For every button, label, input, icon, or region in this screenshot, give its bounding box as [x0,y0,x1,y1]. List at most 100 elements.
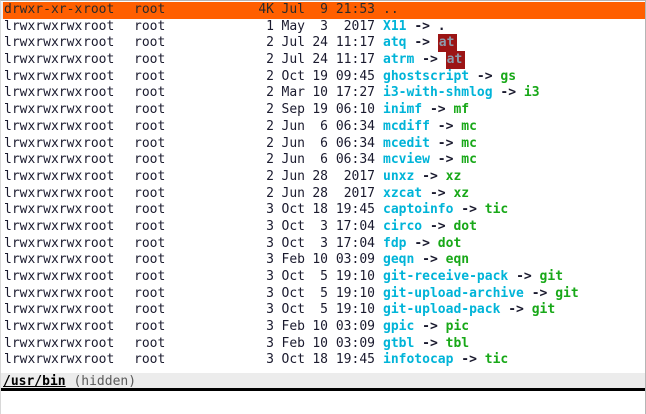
file-name-cell[interactable]: mcedit -> mc [375,136,477,153]
file-row[interactable]: lrwxrwxrwxroot root 2 Jul 24 11:17 atrm -> at [1,51,645,70]
file-name[interactable]: git-receive-pack [383,269,509,284]
file-row[interactable]: lrwxrwxrwxroot root 1 May 3 2017 X11 -> . [1,19,645,36]
symlink-target[interactable]: gs [500,68,517,84]
file-row[interactable]: lrwxrwxrwxroot root 2 Jun 28 2017 xzcat -> xz [1,186,645,203]
file-row[interactable]: lrwxrwxrwxroot root 3 Oct 3 17:04 fdp -> dot [1,236,645,253]
file-name-cell[interactable]: circo -> dot [375,219,477,236]
file-name[interactable]: fdp [383,235,407,251]
symlink-target[interactable]: dot [453,218,477,234]
symlink-target[interactable]: tic [484,202,509,218]
file-owner: root [83,135,115,151]
file-group: root [134,352,166,368]
symlink-target[interactable]: . [437,18,446,34]
file-name-cell[interactable]: fdp -> dot [375,236,461,253]
file-name[interactable]: gtbl [383,335,415,351]
symlink-target[interactable]: git [531,302,556,318]
symlink-arrow-icon: -> [422,335,438,351]
file-name[interactable]: mcedit [383,135,430,151]
file-row[interactable]: lrwxrwxrwxroot root 2 Jun 6 06:34 mcview -> mc [1,152,645,169]
file-row[interactable]: lrwxrwxrwxroot root 2 Jun 6 06:34 mcedit -> mc [1,136,645,153]
file-name[interactable]: circo [383,218,423,234]
file-time: 06:10 [335,102,375,118]
file-row[interactable]: lrwxrwxrwxroot root 2 Sep 19 06:10 inimf -> mf [1,102,645,119]
file-group: root [134,68,166,84]
file-size: 2 [266,35,274,51]
file-row[interactable]: lrwxrwxrwxroot root 2 Oct 19 09:45 ghostscript… [1,69,645,86]
symlink-target[interactable]: tbl [445,335,470,351]
file-row[interactable]: lrwxrwxrwxroot root 3 Oct 18 19:45 infotocap -… [1,352,645,369]
symlink-target[interactable]: mc [461,152,477,168]
file-name-cell[interactable]: xzcat -> xz [375,186,469,203]
file-name[interactable]: infotocap [383,352,454,368]
file-row[interactable]: lrwxrwxrwxroot root 3 Oct 5 19:10 git-upload-p… [1,302,645,319]
file-row[interactable]: lrwxrwxrwxroot root 3 Oct 3 17:04 circo -> dot [1,219,645,236]
file-name-cell[interactable]: git-receive-pack -> git [375,269,563,286]
symlink-target[interactable]: xz [453,185,470,201]
file-name[interactable]: i3-with-shmlog [383,85,493,101]
file-name-cell[interactable]: gtbl -> tbl [375,336,469,353]
file-month: Oct [281,285,305,301]
file-name[interactable]: xzcat [383,185,423,201]
file-name-cell[interactable]: unxz -> xz [375,169,461,186]
symlink-target[interactable]: dot [437,235,462,251]
file-name[interactable]: unxz [383,168,415,184]
file-row[interactable]: lrwxrwxrwxroot root 2 Mar 10 17:27 i3-with-shm… [1,85,645,102]
symlink-target[interactable]: mf [453,102,470,118]
file-name-cell[interactable]: inimf -> mf [375,102,469,119]
file-name[interactable]: geqn [383,252,415,268]
file-owner: root [83,118,115,134]
file-row[interactable]: lrwxrwxrwxroot root 3 Oct 18 19:45 captoinfo -… [1,202,645,219]
file-group: root [134,118,166,134]
file-name-cell[interactable]: mcview -> mc [375,152,477,169]
symlink-target[interactable]: pic [445,319,470,335]
file-row[interactable]: lrwxrwxrwxroot root 2 Jun 6 06:34 mcdiff -> mc [1,119,645,136]
file-name-cell[interactable]: X11 -> . [375,19,446,36]
symlink-target-broken[interactable]: at [445,51,466,70]
file-name[interactable]: git-upload-archive [383,285,524,301]
file-name[interactable]: git-upload-pack [383,302,501,318]
file-name-cell[interactable]: geqn -> eqn [375,252,469,269]
symlink-target[interactable]: i3 [523,85,540,101]
file-name[interactable]: atq [383,35,407,51]
file-name[interactable]: atrm [383,52,415,68]
symlink-target[interactable]: mc [461,118,477,134]
file-name-cell[interactable]: mcdiff -> mc [375,119,477,136]
file-row[interactable]: lrwxrwxrwxroot root 3 Oct 5 19:10 git-upload-a… [1,286,645,303]
symlink-target-broken[interactable]: at [437,34,458,53]
file-name[interactable]: mcdiff [383,118,430,134]
file-permissions: lrwxrwxrwx [4,135,83,151]
file-name-cell[interactable]: infotocap -> tic [375,352,508,369]
symlink-target[interactable]: eqn [445,252,470,268]
symlink-target[interactable]: xz [445,168,462,184]
file-group: root [134,168,166,184]
file-name-cell[interactable]: .. [375,2,399,19]
file-name-cell[interactable]: atrm -> at [375,51,466,70]
file-name-cell[interactable]: git-upload-pack -> git [375,302,555,319]
file-row[interactable]: lrwxrwxrwxroot root 3 Feb 10 03:09 geqn -> eqn [1,252,645,269]
file-row[interactable]: drwxr-xr-xroot root 4K Jul 9 21:53.. [1,2,645,19]
symlink-target[interactable]: mc [461,135,477,151]
file-row[interactable]: lrwxrwxrwxroot root 2 Jul 24 11:17 atq -> at [1,34,645,53]
file-name-cell[interactable]: git-upload-archive -> git [375,286,579,303]
file-row[interactable]: lrwxrwxrwxroot root 3 Feb 10 03:09 gtbl -> tbl [1,336,645,353]
symlink-target[interactable]: git [539,269,564,284]
symlink-target[interactable]: tic [484,352,509,368]
file-name[interactable]: .. [383,2,399,17]
file-name[interactable]: mcview [383,152,430,168]
file-row[interactable]: lrwxrwxrwxroot root 3 Feb 10 03:09 gpic -> pic [1,319,645,336]
file-name[interactable]: inimf [383,102,423,118]
file-list[interactable]: drwxr-xr-xroot root 4K Jul 9 21:53.. lrwxrwxrw… [1,2,645,370]
file-name-cell[interactable]: captoinfo -> tic [375,202,508,219]
file-row[interactable]: lrwxrwxrwxroot root 2 Jun 28 2017 unxz -> xz [1,169,645,186]
symlink-target[interactable]: git [555,285,579,301]
file-name-cell[interactable]: gpic -> pic [375,319,469,336]
file-name[interactable]: ghostscript [383,68,470,84]
file-name[interactable]: X11 [383,18,407,34]
bottom-pane [1,394,645,414]
file-name-cell[interactable]: atq -> at [375,34,458,53]
file-name[interactable]: gpic [383,319,415,335]
file-name[interactable]: captoinfo [383,202,454,218]
file-name-cell[interactable]: i3-with-shmlog -> i3 [375,85,540,102]
file-name-cell[interactable]: ghostscript -> gs [375,69,516,86]
file-row[interactable]: lrwxrwxrwxroot root 3 Oct 5 19:10 git-receive-… [1,269,645,286]
